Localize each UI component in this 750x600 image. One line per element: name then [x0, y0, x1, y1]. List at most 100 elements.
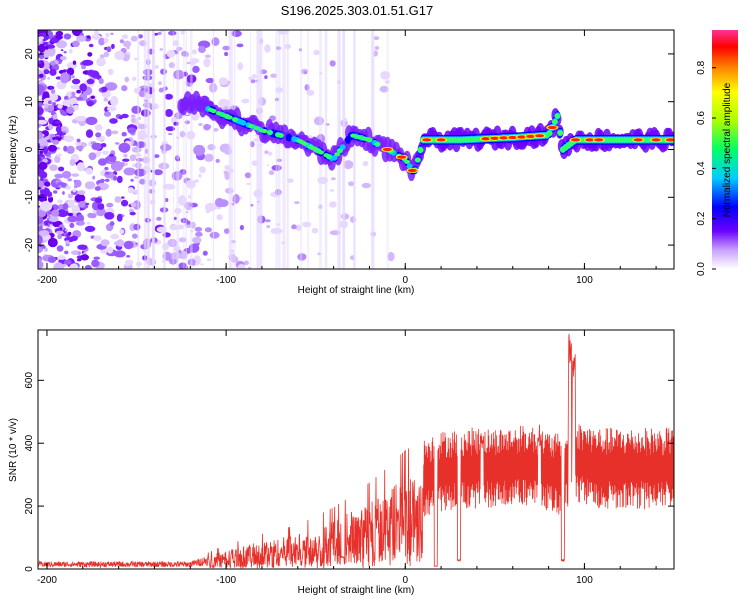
noise-streak: [137, 30, 140, 269]
noise-blob: [154, 64, 159, 69]
noise-blob: [55, 30, 64, 37]
noise-blob: [46, 191, 53, 198]
noise-blob: [62, 203, 69, 210]
noise-blob: [153, 169, 163, 176]
noise-blob: [62, 130, 67, 133]
noise-blob: [192, 65, 200, 73]
noise-blob: [270, 73, 278, 78]
noise-blob: [38, 161, 48, 170]
noise-blob: [72, 60, 77, 65]
noise-blob: [173, 216, 177, 221]
snr-xlabel: Height of straight line (km): [298, 585, 415, 596]
noise-blob: [69, 222, 75, 228]
noise-blob: [206, 78, 212, 82]
ridge-peak: [571, 138, 580, 142]
noise-streak: [282, 30, 284, 269]
noise-blob: [79, 83, 87, 92]
noise-blob: [214, 197, 225, 208]
noise-blob: [103, 97, 109, 102]
noise-blob: [114, 196, 122, 203]
noise-blob: [121, 85, 128, 92]
ridge-core: [374, 142, 381, 147]
noise-blob: [66, 92, 70, 96]
noise-blob: [126, 254, 131, 258]
ridge-core: [318, 150, 325, 155]
ridge-peak: [490, 136, 500, 140]
noise-blob: [104, 166, 109, 171]
noise-blob: [54, 136, 61, 141]
noise-blob: [241, 98, 250, 104]
chart-title: S196.2025.303.01.51.G17: [281, 3, 434, 18]
noise-blob: [118, 115, 123, 120]
noise-blob: [38, 43, 46, 53]
noise-blob: [55, 126, 62, 133]
noise-blob: [84, 181, 96, 190]
noise-blob: [130, 202, 137, 208]
noise-blob: [71, 173, 80, 177]
noise-blob: [76, 96, 83, 101]
noise-blob: [105, 32, 110, 38]
noise-blob: [85, 129, 94, 138]
noise-blob: [179, 251, 188, 260]
noise-blob: [57, 255, 66, 260]
noise-blob: [38, 36, 45, 40]
noise-streak: [163, 30, 166, 269]
noise-blob: [160, 30, 164, 33]
noise-blob: [96, 210, 107, 216]
noise-blob: [329, 189, 335, 192]
noise-blob: [114, 50, 125, 61]
snr-ticks: -200 -100 0 100 0 200 400 600: [24, 330, 674, 586]
noise-blob: [121, 199, 129, 207]
noise-blob: [57, 199, 63, 204]
noise-blob: [38, 55, 45, 59]
noise-blob: [75, 220, 85, 226]
ridge-core: [285, 133, 292, 142]
noise-blob: [44, 46, 49, 50]
noise-blob: [84, 264, 92, 269]
spectrogram-xtick-label: -200: [37, 275, 57, 286]
noise-blob: [64, 229, 69, 232]
noise-blob: [47, 195, 54, 203]
noise-blob: [38, 209, 47, 218]
noise-blob: [109, 221, 115, 227]
noise-blob: [54, 120, 62, 124]
noise-blob: [75, 145, 84, 151]
ridge-core: [331, 155, 338, 161]
noise-streak: [190, 30, 193, 269]
noise-blob: [40, 201, 53, 212]
noise-blob: [127, 127, 137, 134]
noise-blob: [122, 158, 130, 162]
noise-blob: [373, 36, 380, 41]
noise-blob: [268, 151, 273, 156]
noise-blob: [218, 98, 230, 109]
noise-blob: [168, 133, 173, 135]
ridge-peak: [547, 125, 557, 130]
noise-blob: [51, 209, 60, 217]
noise-blob: [86, 221, 91, 225]
noise-blob: [121, 131, 127, 137]
snr-xtick-label: -200: [37, 575, 57, 586]
noise-blob: [329, 201, 337, 208]
noise-blob: [127, 187, 134, 194]
colorbar-tick-label: 0.8: [696, 60, 707, 74]
ridge-core: [557, 130, 564, 136]
noise-blob: [86, 78, 95, 85]
noise-blob: [103, 51, 110, 58]
noise-blob: [110, 160, 124, 172]
noise-blob: [50, 60, 56, 66]
snr-ytick-label: 0: [24, 566, 35, 572]
noise-streak: [143, 30, 147, 269]
noise-blob: [104, 82, 118, 91]
noise-blob: [110, 32, 114, 35]
noise-blob: [39, 230, 49, 237]
noise-blob: [264, 75, 268, 80]
noise-blob: [63, 259, 72, 265]
noise-blob: [81, 59, 94, 66]
snr-xtick-label: 100: [576, 575, 593, 586]
noise-blob: [94, 30, 99, 35]
noise-blob: [119, 39, 124, 44]
noise-blob: [165, 126, 175, 132]
spectrogram-xtick-label: 100: [576, 275, 593, 286]
